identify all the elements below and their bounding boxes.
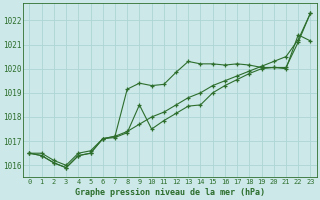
X-axis label: Graphe pression niveau de la mer (hPa): Graphe pression niveau de la mer (hPa)	[75, 188, 265, 197]
